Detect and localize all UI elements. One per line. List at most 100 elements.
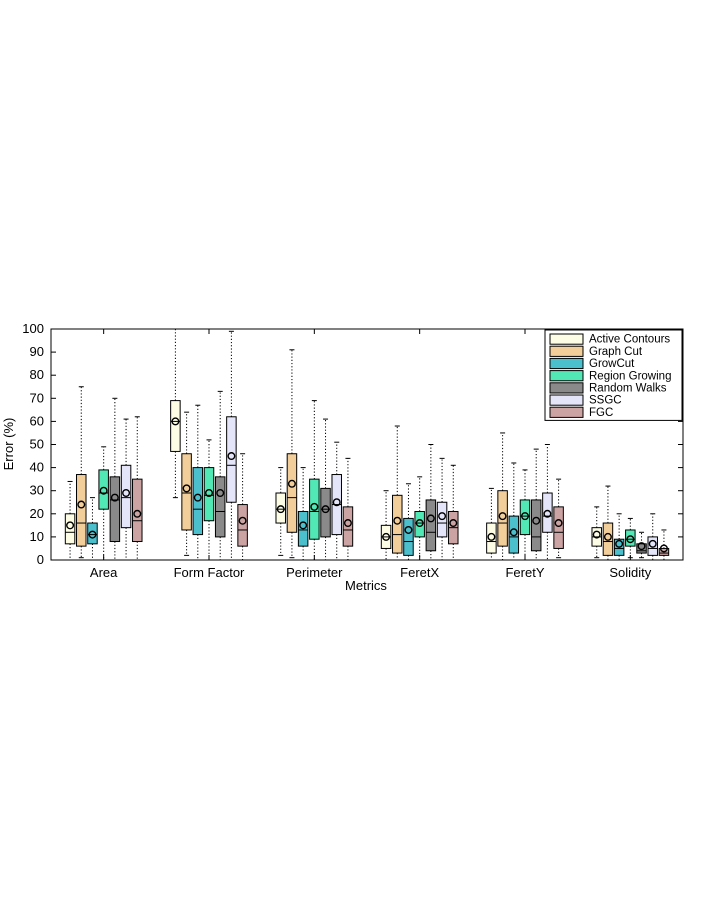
- box-growcut: [508, 462, 520, 561]
- mean-marker: [532, 516, 541, 525]
- y-axis: 0 10 20 30 40 50 60 70 80 90 100: [22, 321, 683, 567]
- mean-marker: [299, 521, 308, 530]
- box-ssgc: [120, 418, 132, 561]
- mean-marker: [438, 512, 447, 521]
- x-tick-label-area: Area: [90, 565, 118, 580]
- mean-marker: [426, 514, 435, 523]
- y-tick-label: 90: [30, 344, 44, 359]
- mean-marker: [77, 500, 86, 509]
- y-tick-label: 100: [22, 321, 44, 336]
- box-random-walks: [109, 397, 121, 561]
- legend-label: Region Growing: [589, 370, 671, 382]
- box-iqr: [98, 469, 109, 510]
- mean-marker: [603, 532, 612, 541]
- legend-label: FGC: [589, 407, 613, 419]
- box-region-growing: [203, 439, 215, 561]
- legend-label: Active Contours: [589, 334, 670, 346]
- box-iqr: [542, 492, 553, 533]
- legend-swatch: [549, 382, 584, 394]
- x-axis: Area Form Factor Perimeter FeretX FeretY Soli…: [90, 329, 652, 580]
- mean-marker: [498, 512, 507, 521]
- box-graph-cut: [76, 386, 87, 559]
- box-active-contours: [170, 328, 181, 499]
- mean-marker: [193, 493, 202, 502]
- y-tick-label: 0: [37, 552, 44, 567]
- box-iqr: [497, 490, 508, 547]
- box-iqr: [309, 478, 320, 540]
- mean-marker: [216, 489, 225, 498]
- box-iqr: [170, 400, 181, 452]
- mean-marker: [310, 502, 319, 511]
- mean-marker: [543, 509, 552, 518]
- y-tick-label: 20: [30, 506, 44, 521]
- y-tick-label: 70: [30, 390, 44, 405]
- legend-label: Graph Cut: [589, 346, 643, 358]
- box-iqr: [647, 536, 658, 556]
- x-tick-label-feretx: FeretX: [400, 565, 439, 580]
- legend-swatch: [549, 394, 584, 406]
- box-iqr: [87, 522, 98, 545]
- legend-swatch: [549, 345, 584, 357]
- mean-marker: [648, 539, 657, 548]
- box-active-contours: [380, 490, 392, 561]
- box-random-walks: [530, 448, 542, 561]
- box-iqr: [109, 476, 121, 543]
- y-tick-label: 10: [30, 529, 44, 544]
- box-fgc: [448, 464, 459, 561]
- mean-marker: [382, 532, 391, 541]
- mean-marker: [659, 544, 668, 553]
- box-ssgc: [331, 441, 342, 561]
- mean-marker: [509, 528, 518, 537]
- box-ssgc: [542, 444, 553, 561]
- mean-marker: [626, 535, 635, 544]
- box-iqr: [214, 476, 226, 538]
- box-growcut: [87, 497, 98, 561]
- box-iqr: [636, 543, 647, 554]
- mean-marker: [321, 505, 330, 514]
- box-active-contours: [64, 480, 76, 561]
- box-iqr: [553, 506, 564, 549]
- mean-marker: [182, 484, 191, 493]
- y-tick-label: 60: [30, 413, 44, 428]
- box-iqr: [403, 517, 414, 556]
- mean-marker: [88, 530, 97, 539]
- box-graph-cut: [497, 432, 508, 561]
- box-region-growing: [98, 446, 109, 561]
- box-iqr: [486, 522, 497, 554]
- box-ssgc: [436, 457, 448, 561]
- box-iqr: [275, 492, 286, 524]
- mean-marker: [171, 417, 180, 426]
- mean-marker: [332, 498, 341, 507]
- y-tick-label: 80: [30, 367, 44, 382]
- mean-marker: [415, 519, 424, 528]
- legend-label: SSGC: [589, 395, 622, 407]
- box-random-walks: [636, 531, 647, 559]
- legend-swatch: [549, 370, 584, 382]
- mean-marker: [637, 542, 646, 551]
- box-iqr: [203, 467, 215, 522]
- x-tick-label-perimeter: Perimeter: [286, 565, 343, 580]
- box-graph-cut: [602, 485, 614, 561]
- box-graph-cut: [286, 349, 298, 559]
- box-fgc: [237, 453, 248, 561]
- box-iqr: [530, 499, 542, 552]
- legend-swatch: [549, 406, 584, 418]
- mean-marker: [110, 493, 119, 502]
- mean-marker: [343, 519, 352, 528]
- box-iqr: [625, 529, 636, 547]
- box-random-walks: [214, 390, 226, 561]
- legend-label: Random Walks: [589, 383, 667, 395]
- box-growcut: [403, 483, 414, 561]
- box-iqr: [519, 499, 531, 536]
- mean-marker: [521, 512, 530, 521]
- mean-marker: [449, 519, 458, 528]
- mean-marker: [393, 516, 402, 525]
- mean-marker: [276, 505, 285, 514]
- mean-marker: [592, 530, 601, 539]
- box-growcut: [297, 467, 309, 561]
- mean-marker: [404, 525, 413, 534]
- box-iqr: [508, 515, 520, 554]
- box-random-walks: [320, 418, 331, 561]
- box-random-walks: [425, 444, 437, 561]
